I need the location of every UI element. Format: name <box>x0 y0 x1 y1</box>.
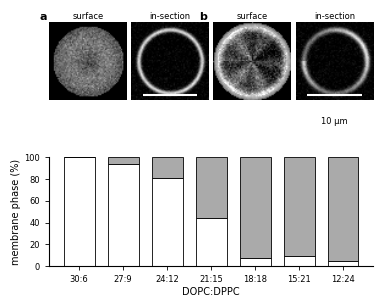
Bar <box>284 256 314 266</box>
Bar <box>108 157 138 164</box>
X-axis label: DOPC:DPPC: DOPC:DPPC <box>182 287 240 297</box>
Text: 10 μm: 10 μm <box>321 117 348 126</box>
Bar <box>64 157 95 266</box>
Title: in-section: in-section <box>149 13 190 21</box>
Bar <box>328 157 359 261</box>
Text: b: b <box>199 12 207 22</box>
Bar <box>152 157 182 178</box>
Bar <box>152 178 182 266</box>
Bar <box>108 164 138 266</box>
Bar <box>196 218 227 266</box>
Bar <box>240 157 271 258</box>
Bar <box>196 157 227 218</box>
Title: in-section: in-section <box>314 13 355 21</box>
Bar <box>328 261 359 266</box>
Title: surface: surface <box>237 13 268 21</box>
Title: surface: surface <box>72 13 103 21</box>
Bar <box>284 157 314 256</box>
Y-axis label: membrane phase (%): membrane phase (%) <box>11 159 21 265</box>
Bar <box>240 258 271 266</box>
Text: a: a <box>40 12 47 22</box>
